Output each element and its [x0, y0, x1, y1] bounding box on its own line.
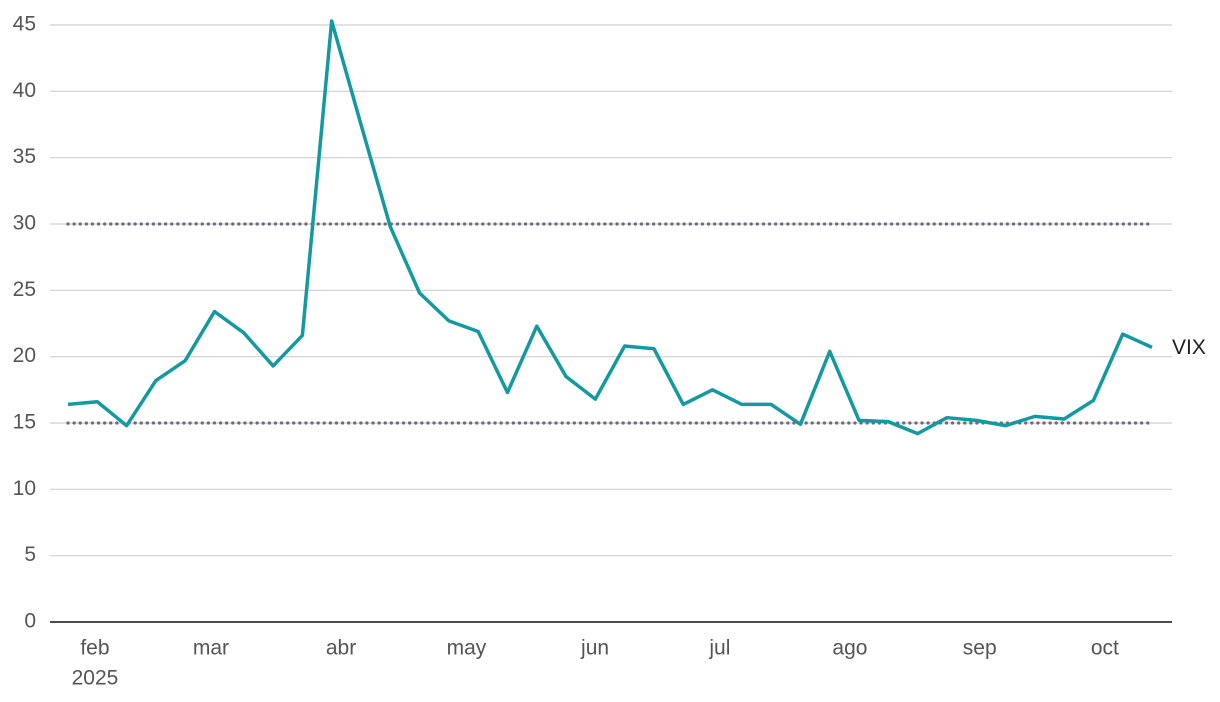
x-tick-label: feb	[80, 637, 109, 660]
x-tick-label: ago	[832, 637, 867, 660]
x-tick-label: oct	[1091, 637, 1119, 660]
x-tick-label: mar	[193, 637, 229, 660]
y-tick-label: 10	[13, 477, 36, 500]
x-tick-label: jun	[580, 637, 609, 660]
y-tick-label: 45	[13, 13, 36, 36]
x-tick-label: abr	[326, 637, 356, 660]
y-tick-label: 35	[13, 145, 36, 168]
series-line	[67, 19, 1153, 436]
y-tick-label: 25	[13, 278, 36, 301]
x-tick-label: sep	[963, 637, 997, 660]
x-tick-label: jul	[708, 637, 730, 660]
y-tick-label: 20	[13, 344, 36, 367]
y-tick-label: 40	[13, 79, 36, 102]
year-label: 2025	[72, 667, 119, 690]
y-tick-label: 5	[24, 543, 36, 566]
y-tick-label: 15	[13, 411, 36, 434]
y-tick-label: 0	[24, 610, 36, 633]
y-tick-label: 30	[13, 212, 36, 235]
x-tick-label: may	[447, 637, 487, 660]
series-label: VIX	[1172, 336, 1206, 359]
